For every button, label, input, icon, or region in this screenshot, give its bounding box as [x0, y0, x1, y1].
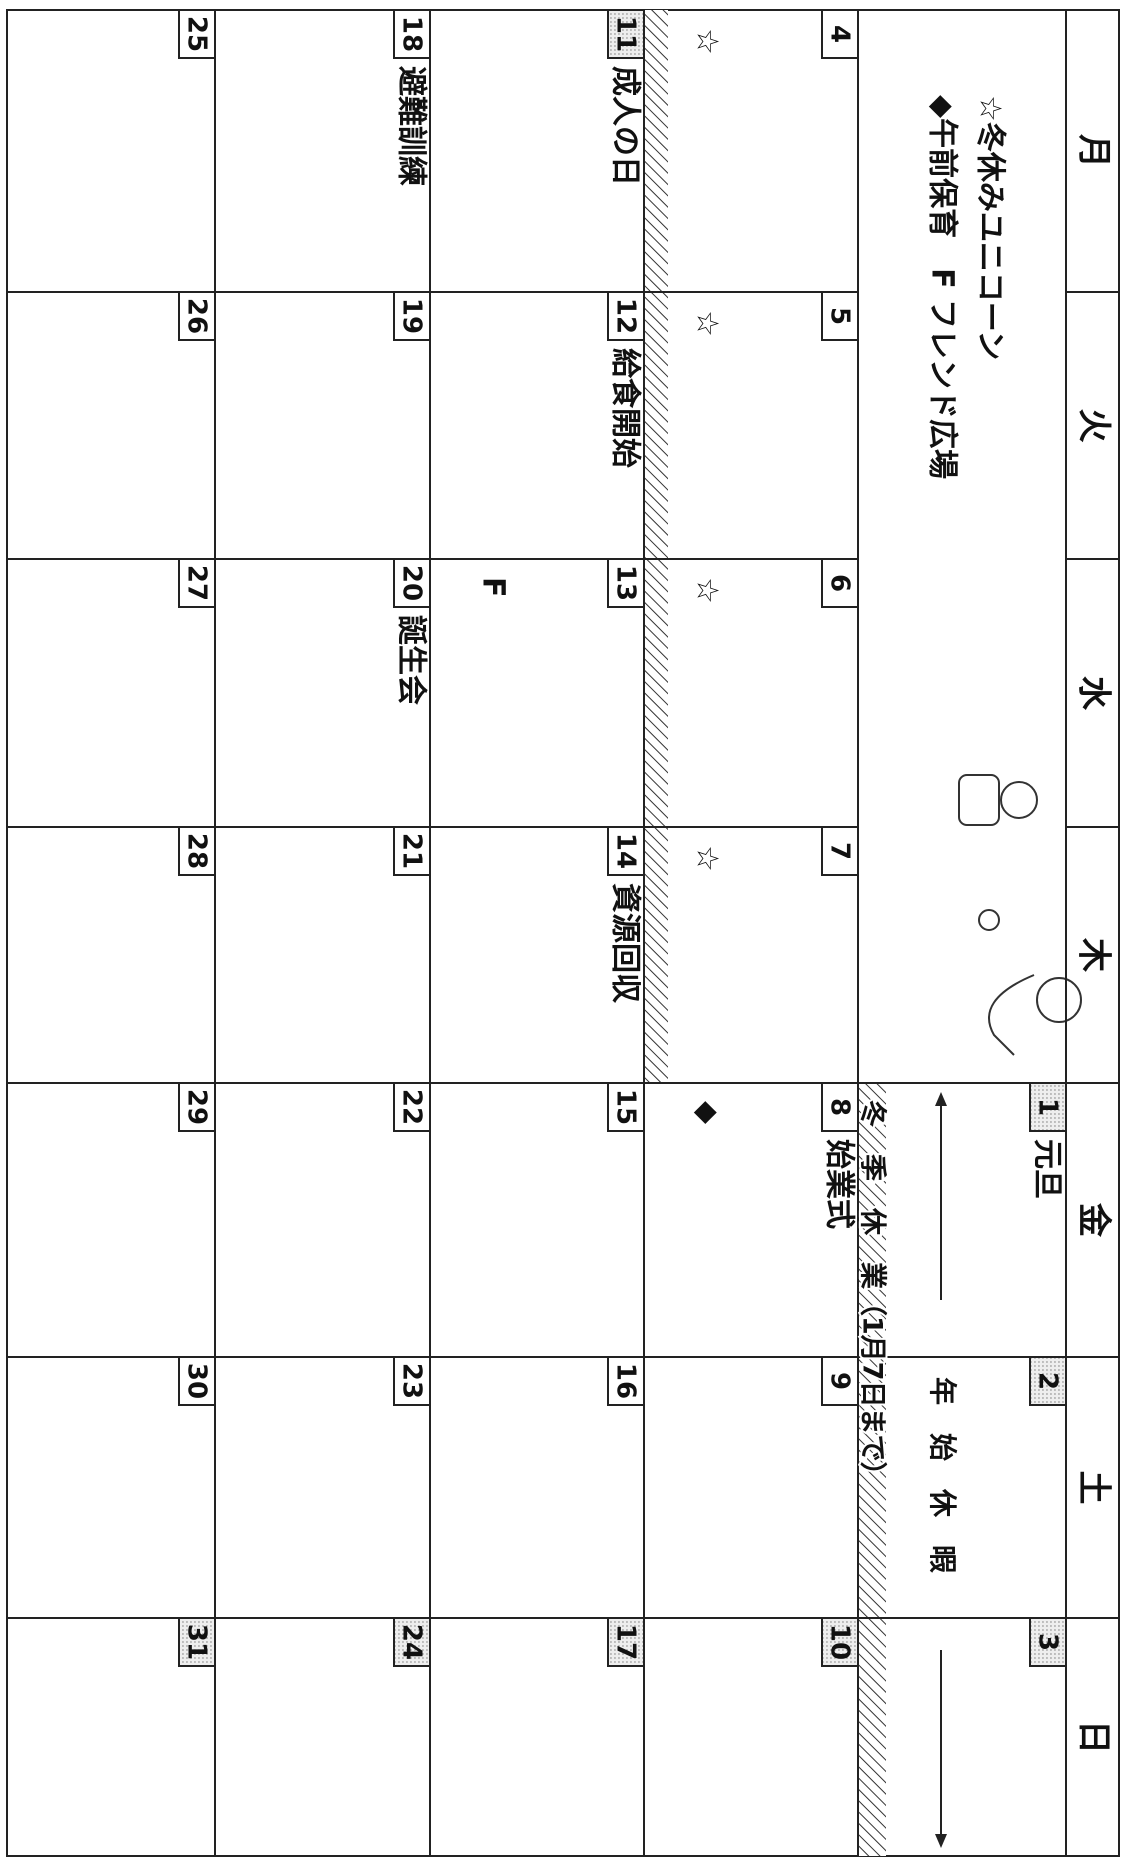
- mark: ☆: [690, 577, 725, 604]
- day-box: [607, 558, 645, 608]
- event: 誕生会: [394, 615, 429, 705]
- day-box: [393, 558, 431, 608]
- weekday-header: 金: [1074, 1202, 1114, 1238]
- day-box: [821, 9, 859, 59]
- day-box: [178, 826, 216, 876]
- day-box: [821, 1356, 859, 1406]
- event: 避難訓練: [394, 66, 429, 186]
- day-box: [393, 9, 431, 59]
- day-number: 19: [397, 298, 427, 334]
- arrow-head: [935, 1834, 947, 1848]
- mark: F: [476, 577, 511, 598]
- day-box: [393, 826, 431, 876]
- weekday-header: 木: [1074, 937, 1114, 972]
- weekday-header: 火: [1074, 409, 1114, 443]
- day-number: 2: [1033, 1372, 1063, 1390]
- day-number: 8: [825, 1098, 855, 1116]
- day-number: 18: [397, 16, 427, 52]
- mark: ☆: [690, 310, 725, 337]
- day-number: 1: [1033, 1098, 1063, 1116]
- day-number: 30: [182, 1363, 212, 1399]
- day-number: 29: [182, 1089, 212, 1125]
- day-box: [607, 9, 645, 59]
- event: 成人の日: [608, 66, 643, 186]
- day-box: [607, 826, 645, 876]
- day-box: [821, 291, 859, 341]
- holiday-stripe: [644, 10, 668, 1083]
- day-box: [821, 826, 859, 876]
- day-number: 9: [825, 1372, 855, 1390]
- weekday-header: 土: [1074, 1471, 1114, 1505]
- outer-border: [6, 9, 1120, 1857]
- day-number: 24: [397, 1624, 427, 1660]
- day-box: [178, 9, 216, 59]
- day-number: 25: [182, 16, 212, 52]
- note: ◆午前保育 F フレンド広場: [925, 95, 960, 479]
- day-box: [393, 291, 431, 341]
- day-box: [1029, 1356, 1067, 1406]
- day-box: [607, 1356, 645, 1406]
- day-box: [178, 1617, 216, 1667]
- day-number: 11: [611, 16, 641, 52]
- day-number: 13: [611, 565, 641, 601]
- weekday-header: 水: [1074, 676, 1114, 711]
- day-number: 22: [397, 1089, 427, 1125]
- day-number: 16: [611, 1363, 641, 1399]
- decoration: [958, 774, 1082, 1056]
- mark: ◆: [690, 1101, 725, 1124]
- holiday-stripe: [858, 1083, 886, 1856]
- day-box: [178, 291, 216, 341]
- day-number: 10: [825, 1624, 855, 1660]
- day-number: 3: [1033, 1633, 1063, 1651]
- day-number: 5: [825, 307, 855, 325]
- day-box: [607, 1082, 645, 1132]
- weekday-header: 日: [1074, 1720, 1114, 1754]
- day-number: 20: [397, 565, 427, 601]
- day-number: 15: [611, 1089, 641, 1125]
- event: 給食開始: [608, 348, 643, 468]
- mark: ☆: [690, 845, 725, 872]
- day-box: [178, 1356, 216, 1406]
- day-box: [393, 1617, 431, 1667]
- day-number: 26: [182, 298, 212, 334]
- day-number: 21: [397, 833, 427, 869]
- day-box: [821, 1082, 859, 1132]
- note: ☆冬休みユニコーン: [973, 95, 1008, 360]
- mark: ☆: [690, 28, 725, 55]
- day-box: [393, 1082, 431, 1132]
- day-box: [178, 1082, 216, 1132]
- event: 始業式: [822, 1139, 857, 1229]
- day-number: 31: [182, 1624, 212, 1660]
- day-box: [821, 558, 859, 608]
- banner: 年 始 休 暇: [926, 1377, 959, 1573]
- arrow-head: [935, 1092, 947, 1106]
- banner: 冬 季 休 業（1月7日まで）: [857, 1100, 889, 1489]
- day-number: 7: [825, 842, 855, 860]
- event: 元旦: [1030, 1139, 1065, 1199]
- day-box: [821, 1617, 859, 1667]
- day-box: [607, 1617, 645, 1667]
- day-number: 23: [397, 1363, 427, 1399]
- day-number: 12: [611, 298, 641, 334]
- day-number: 14: [611, 833, 641, 869]
- day-box: [1029, 1617, 1067, 1667]
- weekday-header: 月: [1074, 134, 1114, 168]
- day-number: 28: [182, 833, 212, 869]
- day-number: 4: [825, 25, 855, 43]
- day-number: 27: [182, 565, 212, 601]
- day-box: [393, 1356, 431, 1406]
- day-box: [1029, 1082, 1067, 1132]
- day-box: [178, 558, 216, 608]
- event: 資源回収: [608, 883, 643, 1004]
- day-number: 17: [611, 1624, 641, 1660]
- day-number: 6: [825, 574, 855, 592]
- day-box: [607, 291, 645, 341]
